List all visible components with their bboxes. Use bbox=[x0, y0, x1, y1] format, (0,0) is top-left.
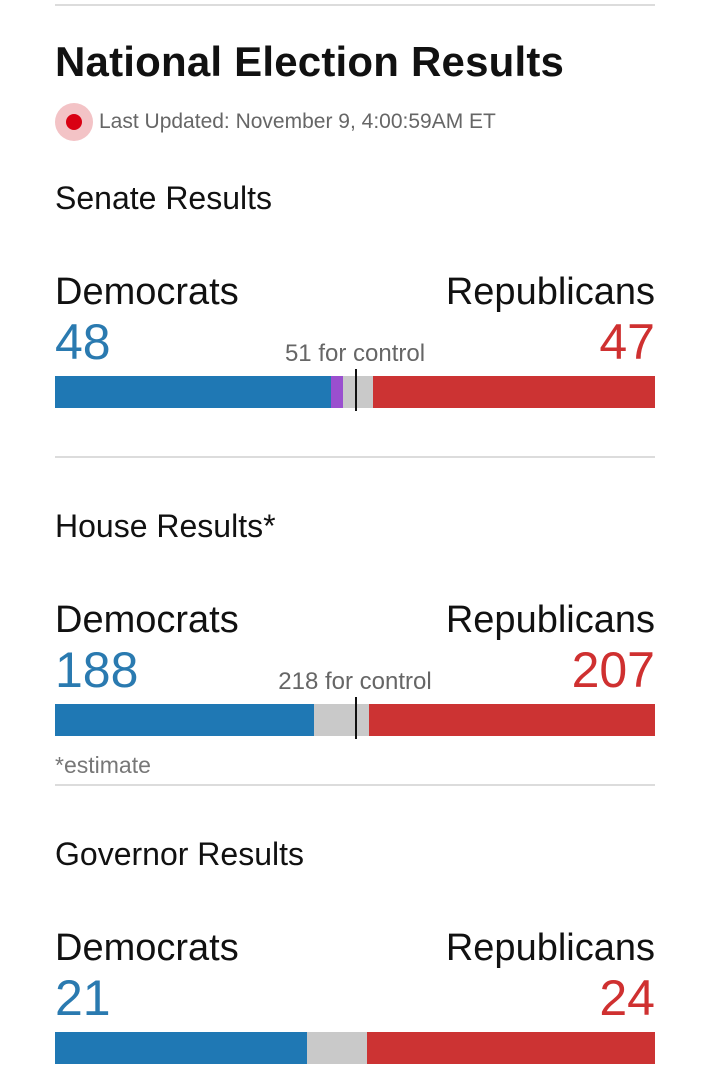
house-estimate-note: *estimate bbox=[55, 752, 151, 778]
senate-bar-dem-segment bbox=[55, 376, 331, 408]
house-seat-bar bbox=[55, 704, 655, 736]
top-divider bbox=[55, 4, 655, 6]
house-dem-label: Democrats bbox=[55, 599, 239, 641]
house-rep-count: 207 bbox=[571, 642, 655, 698]
governor-seat-bar bbox=[55, 1032, 655, 1064]
governor-bar-rep-segment bbox=[367, 1032, 655, 1064]
senate-bar-undecided-segment bbox=[343, 376, 373, 408]
senate-seat-bar bbox=[55, 376, 655, 408]
senate-dem-label: Democrats bbox=[55, 271, 239, 313]
senate-rep-label: Republicans bbox=[445, 271, 655, 313]
senate-bar-rep-segment bbox=[373, 376, 655, 408]
last-updated-text: Last Updated: November 9, 4:00:59AM ET bbox=[99, 110, 496, 133]
senate-dem-count: 48 bbox=[55, 314, 111, 370]
section-title-senate: Senate Results bbox=[55, 180, 273, 216]
house-control-marker bbox=[355, 697, 357, 739]
section-title-governor: Governor Results bbox=[55, 836, 304, 872]
house-divider bbox=[55, 784, 655, 786]
governor-dem-label: Democrats bbox=[55, 927, 239, 969]
house-bar-rep-segment bbox=[369, 704, 655, 736]
house-dem-count: 188 bbox=[55, 642, 139, 698]
governor-bar-dem-segment bbox=[55, 1032, 307, 1064]
house-bar-dem-segment bbox=[55, 704, 315, 736]
governor-bar-undecided-segment bbox=[307, 1032, 367, 1064]
senate-control-threshold: 51 for control bbox=[284, 340, 426, 367]
section-title-house: House Results* bbox=[55, 508, 276, 544]
senate-control-marker bbox=[355, 369, 357, 411]
live-dot-icon bbox=[55, 103, 93, 141]
senate-rep-count: 47 bbox=[599, 314, 655, 370]
house-rep-label: Republicans bbox=[445, 599, 655, 641]
governor-rep-label: Republicans bbox=[445, 927, 655, 969]
senate-bar-independent-segment bbox=[331, 376, 343, 408]
last-updated-row: Last Updated: November 9, 4:00:59AM ET bbox=[55, 103, 496, 141]
governor-dem-count: 21 bbox=[55, 970, 111, 1026]
house-bar-undecided-segment bbox=[314, 704, 370, 736]
governor-rep-count: 24 bbox=[599, 970, 655, 1026]
page-title: National Election Results bbox=[55, 38, 565, 85]
senate-divider bbox=[55, 456, 655, 458]
house-control-threshold: 218 for control bbox=[278, 668, 432, 695]
